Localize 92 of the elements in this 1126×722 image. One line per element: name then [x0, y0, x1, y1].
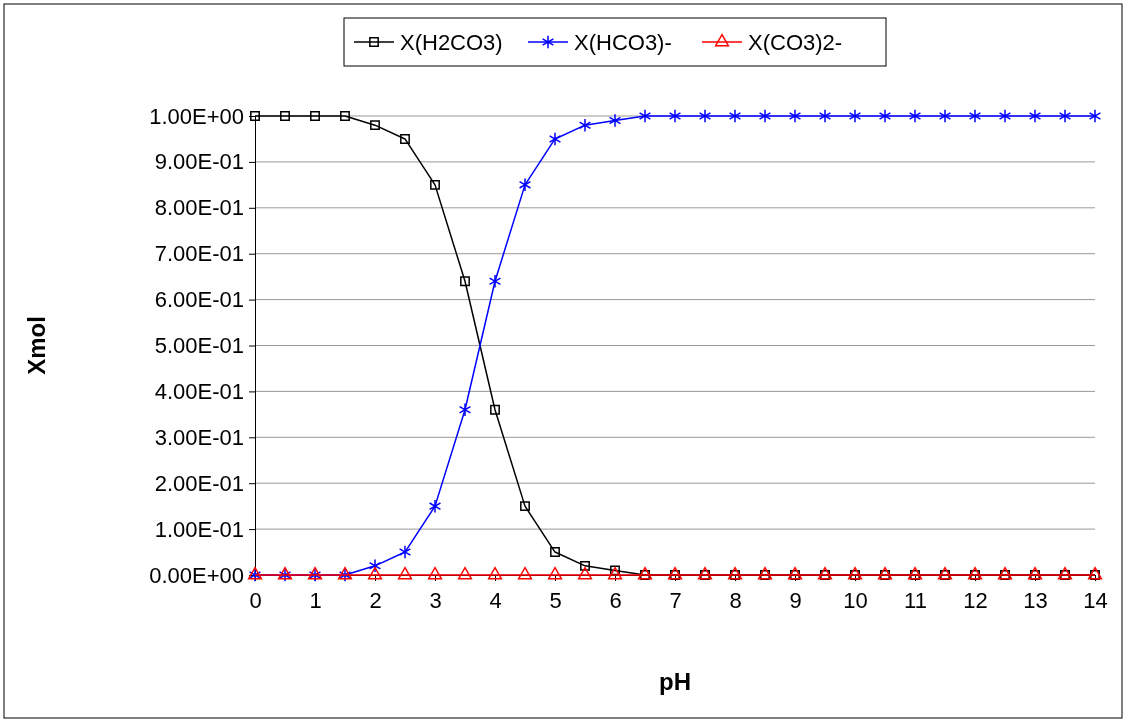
point: [368, 558, 382, 573]
point: [518, 177, 532, 192]
legend-label: X(HCO3)-: [574, 30, 672, 55]
point: [938, 109, 952, 124]
point: [487, 566, 503, 580]
y-tick-label: 3.00E-01: [154, 424, 244, 450]
y-tick-label: 7.00E-01: [154, 241, 244, 267]
point: [1027, 566, 1043, 580]
point: [578, 118, 592, 133]
point: [788, 109, 802, 124]
y-tick-label: 0.00E+00: [149, 562, 244, 588]
x-tick-label: 3: [429, 588, 442, 614]
point: [787, 566, 803, 580]
point: [1028, 109, 1042, 124]
point: [458, 402, 472, 417]
point: [727, 566, 743, 580]
point: [550, 547, 560, 557]
point: [877, 566, 893, 580]
x-tick-label: 12: [963, 588, 988, 614]
point: [878, 109, 892, 124]
point: [757, 566, 773, 580]
point: [397, 566, 413, 580]
point: [457, 566, 473, 580]
x-tick-label: 1: [309, 588, 322, 614]
point: [490, 404, 500, 415]
point: [577, 566, 593, 580]
point: [427, 566, 443, 580]
x-tick-label: 11: [904, 588, 927, 614]
point: [998, 109, 1012, 124]
point: [428, 499, 442, 514]
point: [637, 566, 653, 580]
y-tick-label: 8.00E-01: [154, 195, 244, 221]
point: [728, 109, 742, 124]
point: [547, 566, 563, 580]
y-tick-label: 4.00E-01: [154, 378, 244, 404]
point: [608, 113, 622, 128]
x-tick-label: 8: [729, 588, 742, 614]
point: [1058, 109, 1072, 124]
y-tick-label: 6.00E-01: [154, 287, 244, 313]
point: [667, 566, 683, 580]
point: [937, 566, 953, 580]
point: [340, 111, 350, 121]
point: [488, 274, 502, 289]
x-tick-label: 4: [489, 588, 502, 614]
point: [1057, 566, 1073, 580]
x-tick-label: 0: [249, 588, 262, 614]
point: [310, 111, 320, 121]
point: [398, 545, 412, 560]
point: [697, 566, 713, 580]
point: [698, 109, 712, 124]
x-axis-title: pH: [659, 668, 691, 695]
x-tick-label: 14: [1083, 588, 1108, 614]
y-tick-label: 1.00E-01: [154, 516, 244, 542]
point: [668, 109, 682, 124]
point: [430, 179, 440, 190]
point: [817, 566, 833, 580]
x-tick-label: 13: [1023, 588, 1048, 614]
x-tick-label: 6: [609, 588, 622, 614]
point: [907, 566, 923, 580]
point: [758, 109, 772, 124]
legend-label: X(CO3)2-: [748, 30, 843, 55]
x-tick-label: 9: [789, 588, 802, 614]
x-tick-label: 10: [843, 588, 868, 614]
point: [370, 120, 380, 131]
point: [818, 109, 832, 124]
point: [997, 566, 1013, 580]
point: [967, 566, 983, 580]
point: [908, 109, 922, 124]
y-tick-label: 9.00E-01: [154, 149, 244, 175]
x-tick-label: 5: [549, 588, 562, 614]
x-tick-label: 2: [369, 588, 382, 614]
point: [520, 501, 530, 512]
x-tick-label: 7: [669, 588, 682, 614]
point: [548, 131, 562, 146]
point: [638, 109, 652, 124]
point: [848, 109, 862, 124]
y-tick-label: 1.00E+00: [149, 103, 244, 129]
y-tick-label: 2.00E-01: [154, 470, 244, 496]
legend-label: X(H2CO3): [400, 30, 503, 55]
point: [517, 566, 533, 580]
point: [607, 566, 623, 580]
point: [400, 134, 410, 144]
point: [1087, 566, 1103, 580]
point: [968, 109, 982, 124]
point: [580, 560, 590, 571]
point: [367, 566, 383, 580]
point: [280, 111, 290, 121]
point: [847, 566, 863, 580]
point: [1088, 109, 1102, 124]
point: [460, 276, 470, 287]
y-axis-title: Xmol: [23, 316, 50, 375]
y-tick-label: 5.00E-01: [154, 333, 244, 359]
